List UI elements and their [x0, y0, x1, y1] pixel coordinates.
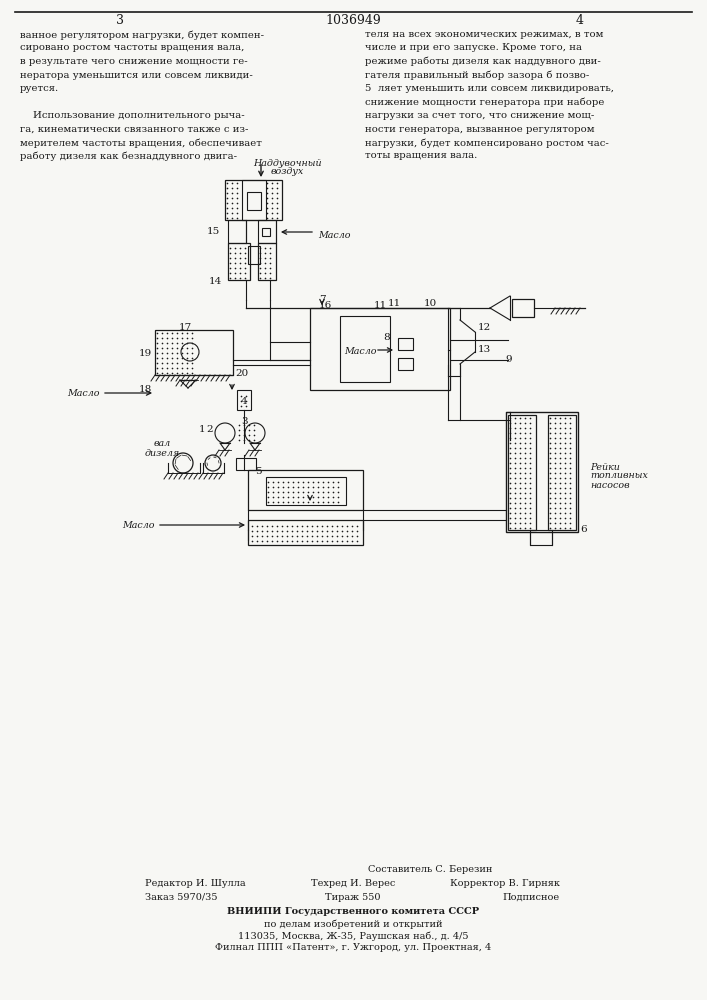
Bar — [258, 243, 276, 280]
Bar — [398, 338, 413, 350]
Bar — [236, 458, 256, 470]
Text: 5: 5 — [255, 468, 262, 477]
Text: Тираж 550: Тираж 550 — [325, 892, 381, 902]
Text: работу дизеля как безнаддувного двига-: работу дизеля как безнаддувного двига- — [20, 151, 237, 161]
Text: Рейки: Рейки — [590, 462, 620, 472]
Text: 10: 10 — [423, 300, 437, 308]
Text: ности генератора, вызванное регулятором: ности генератора, вызванное регулятором — [365, 124, 595, 133]
Text: Масло: Масло — [344, 348, 377, 357]
Text: Масло: Масло — [67, 388, 100, 397]
Text: 19: 19 — [139, 349, 152, 358]
Text: насосов: насосов — [590, 481, 630, 489]
Text: руется.: руется. — [20, 84, 59, 93]
Text: 2: 2 — [206, 426, 213, 434]
Text: 13: 13 — [478, 346, 491, 355]
Text: сировано ростом частоты вращения вала,: сировано ростом частоты вращения вала, — [20, 43, 245, 52]
Text: 12: 12 — [478, 324, 491, 332]
Text: топливных: топливных — [590, 472, 648, 481]
Text: нагрузки за счет того, что снижение мощ-: нагрузки за счет того, что снижение мощ- — [365, 111, 595, 120]
Text: 5  ляет уменьшить или совсем ликвидировать,: 5 ляет уменьшить или совсем ликвидироват… — [365, 84, 614, 93]
Text: га, кинематически связанного также с из-: га, кинематически связанного также с из- — [20, 124, 248, 133]
Bar — [248, 520, 363, 545]
Text: 7: 7 — [319, 296, 325, 304]
Text: мерителем частоты вращения, обеспечивает: мерителем частоты вращения, обеспечивает — [20, 138, 262, 147]
Bar — [508, 415, 536, 530]
Text: 20: 20 — [235, 368, 248, 377]
Text: 15: 15 — [206, 228, 220, 236]
Text: теля на всех экономических режимах, в том: теля на всех экономических режимах, в то… — [365, 30, 603, 39]
Text: Корректор В. Гирняк: Корректор В. Гирняк — [450, 880, 560, 888]
Text: нератора уменьшится или совсем ликвиди-: нератора уменьшится или совсем ликвиди- — [20, 70, 252, 80]
Text: 6: 6 — [580, 526, 587, 534]
Text: по делам изобретений и открытий: по делам изобретений и открытий — [264, 919, 443, 929]
Text: 17: 17 — [178, 324, 192, 332]
Bar — [228, 243, 250, 280]
Bar — [248, 470, 363, 510]
Text: Масло: Масло — [318, 231, 351, 239]
Bar — [340, 316, 390, 382]
Text: ванное регулятором нагрузки, будет компен-: ванное регулятором нагрузки, будет компе… — [20, 30, 264, 39]
Text: Заказ 5970/35: Заказ 5970/35 — [145, 892, 218, 902]
Text: 16: 16 — [318, 302, 332, 310]
Text: 3: 3 — [241, 418, 248, 426]
Text: 4: 4 — [576, 13, 584, 26]
Bar — [258, 220, 276, 243]
Bar — [506, 412, 578, 532]
Bar — [242, 180, 266, 220]
Text: в результате чего снижение мощности ге-: в результате чего снижение мощности ге- — [20, 57, 247, 66]
Bar — [266, 477, 346, 505]
Text: снижение мощности генератора при наборе: снижение мощности генератора при наборе — [365, 98, 604, 107]
Text: Наддувочный: Наддувочный — [252, 158, 321, 167]
Text: 4: 4 — [240, 397, 247, 406]
Bar — [237, 390, 251, 410]
Text: 14: 14 — [209, 277, 222, 286]
Text: тоты вращения вала.: тоты вращения вала. — [365, 151, 477, 160]
Text: 1036949: 1036949 — [325, 13, 381, 26]
Text: 113035, Москва, Ж-35, Раушская наб., д. 4/5: 113035, Москва, Ж-35, Раушская наб., д. … — [238, 931, 468, 941]
Text: 1: 1 — [199, 426, 206, 434]
Text: Масло: Масло — [122, 520, 155, 530]
Text: вал: вал — [153, 440, 170, 448]
Text: Подписное: Подписное — [503, 892, 560, 902]
Text: 11: 11 — [388, 300, 402, 308]
Bar — [228, 220, 246, 243]
Bar — [310, 308, 450, 390]
Bar — [530, 530, 552, 545]
Text: Филнал ППП «Патент», г. Ужгород, ул. Проектная, 4: Филнал ППП «Патент», г. Ужгород, ул. Про… — [215, 944, 491, 952]
Bar — [225, 180, 282, 220]
Bar — [512, 299, 534, 317]
Text: числе и при его запуске. Кроме того, на: числе и при его запуске. Кроме того, на — [365, 43, 582, 52]
Bar — [247, 192, 261, 210]
Text: 9: 9 — [505, 356, 512, 364]
Bar — [262, 228, 270, 236]
Text: нагрузки, будет компенсировано ростом час-: нагрузки, будет компенсировано ростом ча… — [365, 138, 609, 147]
Text: ВНИИПИ Государственного комитета СССР: ВНИИПИ Государственного комитета СССР — [227, 908, 479, 916]
Text: 8: 8 — [383, 332, 390, 342]
Text: Редактор И. Шулла: Редактор И. Шулла — [145, 880, 245, 888]
Text: 3: 3 — [116, 13, 124, 26]
Bar — [548, 415, 576, 530]
Bar — [398, 358, 413, 370]
Text: 18: 18 — [139, 385, 152, 394]
Text: Использование дополнительного рыча-: Использование дополнительного рыча- — [20, 111, 245, 120]
Bar — [248, 246, 260, 264]
Bar — [155, 330, 233, 375]
Text: 11: 11 — [373, 302, 387, 310]
Text: дизеля: дизеля — [144, 448, 180, 458]
Text: Техред И. Верес: Техред И. Верес — [311, 880, 395, 888]
Text: гателя правильный выбор зазора б позво-: гателя правильный выбор зазора б позво- — [365, 70, 589, 80]
Text: Составитель С. Березин: Составитель С. Березин — [368, 865, 492, 874]
Text: воздух: воздух — [270, 167, 303, 176]
Text: режиме работы дизеля как наддувного дви-: режиме работы дизеля как наддувного дви- — [365, 57, 601, 66]
